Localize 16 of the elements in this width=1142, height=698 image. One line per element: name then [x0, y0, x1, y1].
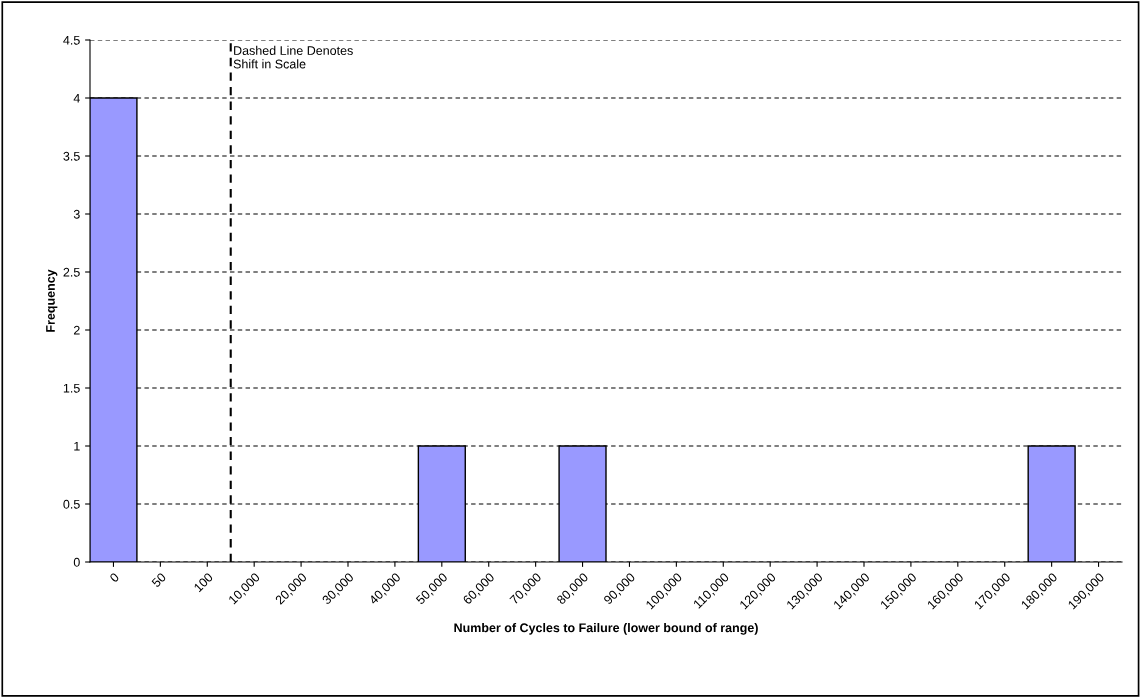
- y-tick-label: 2: [73, 325, 80, 335]
- y-tick-label: 4: [73, 93, 80, 103]
- y-tick-label: 1: [74, 441, 80, 451]
- y-axis-title: Frequency: [46, 269, 58, 332]
- y-tick-label: 4.5: [63, 35, 80, 45]
- x-tick-label: 100: [193, 572, 214, 593]
- y-tick-label: 1.5: [63, 383, 80, 393]
- x-tick-label: 0: [109, 572, 120, 583]
- y-tick-label: 0.5: [63, 499, 80, 509]
- y-tick-label: 0: [73, 557, 80, 567]
- y-tick-label: 3: [73, 209, 80, 219]
- x-axis-title: Number of Cycles to Failure (lower bound of range): [454, 623, 758, 635]
- y-tick-label: 3.5: [63, 151, 80, 161]
- y-tick-label: 2.5: [63, 267, 80, 277]
- x-tick-label: 50: [151, 572, 167, 588]
- ref-line-label: Dashed Line Denotes Shift in Scale: [233, 45, 353, 69]
